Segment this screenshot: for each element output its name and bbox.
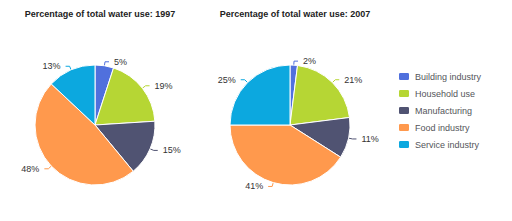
svg-text:Percentage of total water use:: Percentage of total water use: 2007: [220, 9, 371, 19]
svg-text:11%: 11%: [361, 134, 378, 144]
svg-text:Building industry: Building industry: [415, 72, 482, 82]
svg-text:41%: 41%: [245, 181, 263, 191]
svg-text:Household use: Household use: [415, 89, 475, 99]
svg-text:21%: 21%: [344, 75, 362, 85]
svg-text:Percentage of total water use:: Percentage of total water use: 1997: [25, 9, 176, 19]
svg-text:48%: 48%: [21, 164, 39, 174]
svg-text:19%: 19%: [155, 81, 173, 91]
svg-text:15%: 15%: [163, 145, 181, 155]
svg-text:5%: 5%: [114, 57, 127, 67]
svg-text:25%: 25%: [218, 75, 236, 85]
svg-text:Manufacturing: Manufacturing: [415, 106, 472, 116]
svg-text:Food industry: Food industry: [415, 123, 470, 133]
svg-text:2%: 2%: [303, 56, 316, 66]
svg-text:Service industry: Service industry: [415, 140, 480, 150]
svg-text:13%: 13%: [43, 61, 61, 71]
